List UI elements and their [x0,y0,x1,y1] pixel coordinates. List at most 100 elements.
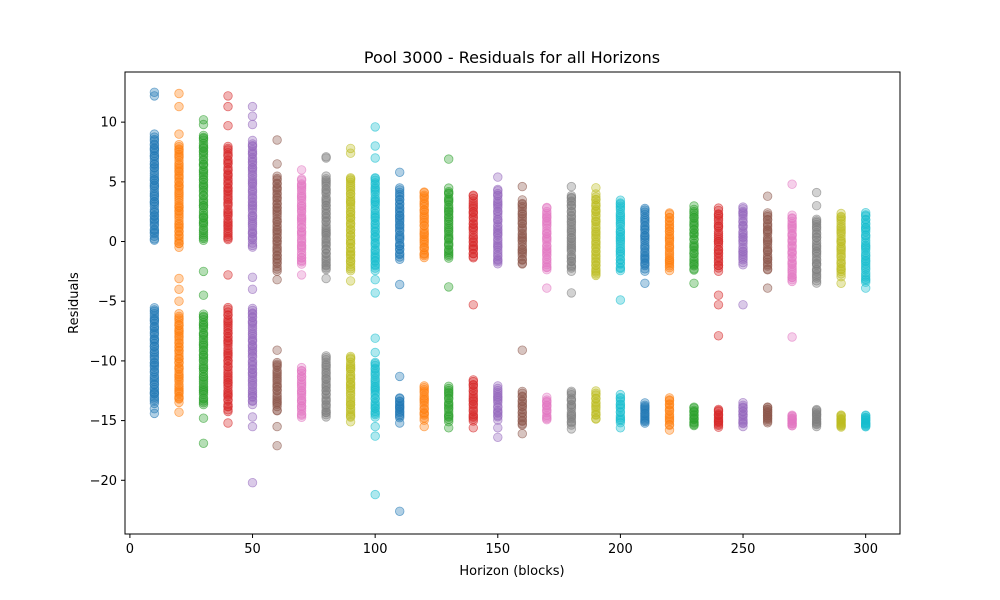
outlier-point [247,284,258,295]
outlier-point [223,91,233,101]
outlier-point [272,441,282,451]
data-point [198,315,209,325]
outlier-point [247,421,258,432]
data-point [321,389,331,399]
outlier-point [174,129,184,139]
data-point [149,305,160,315]
data-point [345,403,356,413]
data-point [468,190,479,200]
data-point [321,377,331,387]
data-point [861,207,871,218]
data-point [149,159,160,169]
data-point [370,204,380,214]
data-point [174,200,184,211]
y-axis-label: Residuals [67,272,82,334]
data-point [149,318,160,329]
outlier-point [713,290,724,300]
data-point [395,183,405,193]
outlier-point [811,187,822,198]
outlier-point [272,421,282,432]
data-point [640,398,650,408]
outlier-point [836,278,846,289]
outlier-point [395,418,405,428]
outlier-point [689,278,699,289]
data-point [174,230,184,240]
outlier-point [174,407,184,417]
data-point [419,190,429,201]
outlier-point [370,141,380,151]
series-horizon-50 [247,101,258,488]
outlier-point [468,423,479,433]
data-point [149,214,160,224]
data-point [664,208,675,218]
data-point [149,321,160,332]
data-point [444,209,454,220]
data-point [419,187,429,197]
data-point [419,245,429,255]
data-point [198,224,209,234]
y-tick-label: −20 [90,474,117,489]
data-point [787,410,797,420]
data-point [272,202,282,213]
data-point [345,351,356,362]
outlier-point [444,282,454,292]
outlier-point [787,332,797,342]
data-point [149,224,160,235]
data-point [149,132,160,142]
outlier-point [370,431,380,441]
data-point [296,365,307,376]
data-point [861,410,871,420]
outlier-point [370,275,380,285]
data-point [247,203,258,213]
data-point [321,222,331,233]
data-point [198,361,209,372]
outlier-point [566,288,577,298]
chart-title: Pool 3000 - Residuals for all Horizons [364,48,660,67]
data-point [174,187,184,198]
data-point [149,134,160,145]
data-point [223,158,233,168]
y-tick-label: −5 [98,295,117,310]
data-point [296,362,307,373]
x-tick-label: 50 [244,542,261,557]
data-point [640,203,650,214]
data-point [566,386,577,397]
data-point [223,385,233,396]
data-point [149,166,160,176]
outlier-point [223,120,233,131]
data-point [395,230,405,240]
data-point [321,367,331,377]
data-point [738,398,748,408]
data-point [566,190,577,201]
outlier-point [370,489,380,500]
data-point [247,176,258,186]
data-point [738,202,748,212]
data-point [149,357,160,368]
data-point [247,135,258,146]
data-point [689,201,699,211]
outlier-point [444,423,454,433]
outlier-point [272,345,282,355]
data-point [370,255,380,266]
data-point [149,188,160,199]
data-point [664,393,675,403]
data-point [174,233,184,244]
data-point [272,178,282,189]
outlier-point [615,295,626,305]
outlier-point [370,153,380,163]
outlier-point [345,143,356,154]
outlier-point [296,165,307,175]
outlier-point [713,300,724,310]
data-point [591,386,601,396]
data-point [198,393,209,403]
outlier-point [517,345,528,355]
outlier-point [861,283,871,293]
data-point [468,222,479,232]
series-horizon-100 [370,122,380,500]
outlier-point [395,167,405,178]
outlier-point [664,425,675,435]
data-point [811,404,822,415]
data-point [395,393,405,403]
data-point [444,183,454,193]
outlier-point [149,87,160,98]
